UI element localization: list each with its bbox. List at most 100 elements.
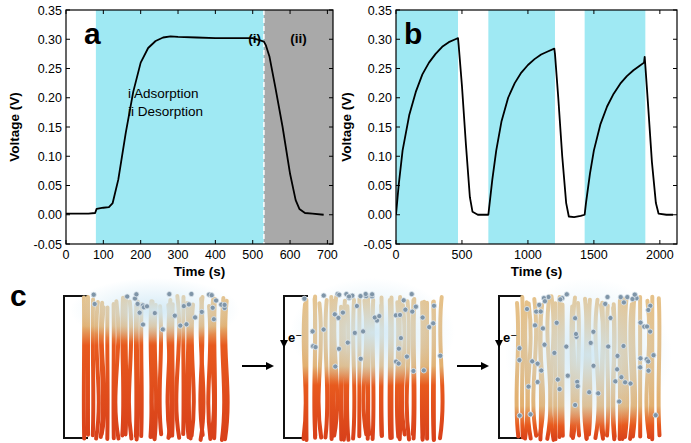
water-molecule — [587, 390, 592, 395]
water-molecule — [144, 304, 149, 309]
water-molecule — [178, 323, 183, 328]
water-molecule — [588, 340, 593, 345]
y-tick-label: 0.35 — [368, 4, 392, 18]
water-molecule — [621, 300, 626, 305]
water-molecule — [615, 353, 620, 358]
x-tick — [396, 240, 397, 244]
water-molecule — [152, 311, 157, 316]
plot-frame — [66, 10, 333, 244]
water-molecule — [214, 298, 219, 303]
water-molecule — [648, 329, 653, 334]
water-molecule — [606, 344, 611, 349]
y-tick-label: 0.00 — [368, 208, 392, 222]
annotation: ii Desorption — [128, 104, 203, 119]
water-molecule — [542, 342, 547, 347]
y-tick-label: 0.30 — [368, 33, 392, 47]
x-tick — [527, 240, 528, 244]
water-molecule — [613, 379, 618, 384]
panel-label: c — [10, 279, 27, 312]
x-tick — [593, 10, 594, 14]
water-molecule — [172, 313, 177, 318]
x-tick — [327, 240, 328, 244]
x-tick-label: 500 — [452, 248, 473, 262]
water-molecule — [193, 315, 198, 320]
electron-label: e⁻ — [503, 330, 517, 345]
water-molecule — [621, 343, 626, 348]
water-molecule — [332, 312, 337, 317]
y-tick — [329, 214, 333, 215]
water-molecule — [358, 356, 363, 361]
water-molecule — [398, 336, 403, 341]
y-tick-label: 0.20 — [368, 91, 392, 105]
water-molecule — [651, 353, 656, 358]
x-tick-label: 0 — [393, 248, 400, 262]
y-tick — [396, 97, 400, 98]
y-tick — [66, 97, 70, 98]
y-tick-label: 0.10 — [38, 150, 62, 164]
water-molecule — [137, 310, 142, 315]
x-tick — [396, 10, 397, 14]
y-tick — [673, 97, 677, 98]
water-molecule — [646, 307, 651, 312]
water-molecule — [537, 302, 542, 307]
water-molecule — [397, 312, 402, 317]
water-molecule — [623, 380, 628, 385]
x-tick — [327, 10, 328, 14]
water-molecule — [211, 317, 216, 322]
y-tick — [396, 127, 400, 128]
y-axis-label: Voltage (V) — [7, 92, 22, 162]
water-molecule — [558, 297, 563, 302]
water-molecule — [411, 368, 416, 373]
water-molecule — [644, 324, 649, 329]
water-molecule — [646, 359, 651, 364]
y-tick — [396, 68, 400, 69]
water-molecule — [517, 358, 522, 363]
water-molecule — [346, 294, 351, 299]
x-tick — [66, 10, 67, 14]
y-tick-label: 0.05 — [38, 179, 62, 193]
water-molecule — [532, 323, 537, 328]
water-molecule — [618, 295, 623, 300]
y-tick — [66, 39, 70, 40]
y-tick-label: -0.05 — [364, 238, 393, 252]
water-molecule — [565, 373, 570, 378]
water-molecule — [186, 302, 191, 307]
water-molecule — [646, 368, 651, 373]
water-molecule — [524, 306, 529, 311]
water-molecule — [542, 299, 547, 304]
water-molecule — [564, 344, 569, 349]
figure: -0.050.000.050.100.150.200.250.300.35010… — [0, 0, 691, 443]
water-molecule — [605, 294, 610, 299]
water-molecule — [552, 350, 557, 355]
water-molecule — [603, 301, 608, 306]
water-molecule — [167, 292, 172, 297]
shaded-region — [488, 10, 555, 244]
y-tick — [396, 39, 400, 40]
x-tick — [461, 240, 462, 244]
y-tick-label: 0.15 — [38, 121, 62, 135]
x-tick-label: 2000 — [646, 248, 674, 262]
water-molecule — [209, 293, 214, 298]
y-tick — [329, 244, 333, 245]
water-molecule — [540, 326, 545, 331]
water-molecule — [363, 291, 368, 296]
water-molecule — [438, 353, 443, 358]
y-axis-label: Voltage (V) — [339, 92, 354, 162]
panel-label: b — [404, 17, 422, 50]
y-tick-label: 0.00 — [38, 208, 62, 222]
shaded-region — [585, 10, 646, 244]
y-tick — [329, 127, 333, 128]
water-molecule — [539, 368, 544, 373]
annotation: (i) — [248, 31, 261, 46]
water-molecule — [632, 292, 637, 297]
water-molecule — [396, 361, 401, 366]
x-tick — [103, 10, 104, 14]
y-tick-label: 0.25 — [368, 62, 392, 76]
step-arrow — [457, 365, 487, 367]
y-tick — [329, 156, 333, 157]
x-tick — [659, 10, 660, 14]
y-tick — [396, 185, 400, 186]
x-tick-label: 500 — [242, 248, 263, 262]
y-tick — [66, 185, 70, 186]
water-molecule — [573, 402, 578, 407]
